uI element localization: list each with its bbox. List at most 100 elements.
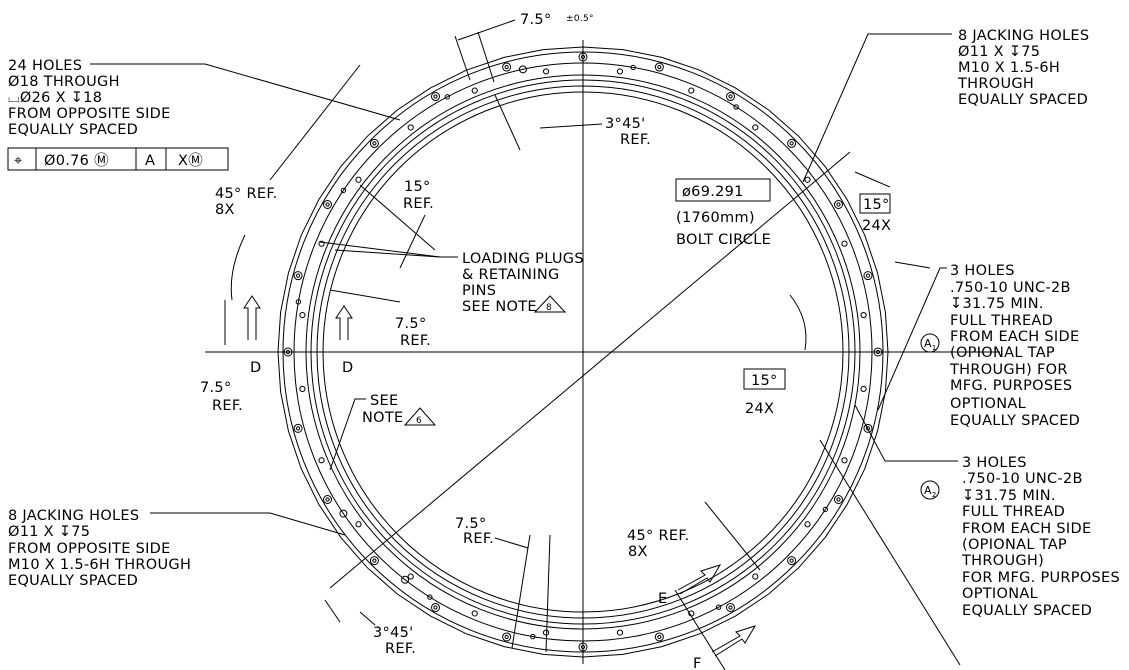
note-line: OPTIONAL <box>950 396 1026 412</box>
jacking-note: 8 JACKING HOLES Ø11 X ↧75 FROM OPPOSITE … <box>8 508 345 589</box>
angle-label: 3°45' <box>605 116 645 132</box>
diameter-line <box>330 152 850 588</box>
section-d: D D <box>225 296 353 376</box>
tolerance: ±0.5° <box>566 14 594 24</box>
note-line: OPTIONAL <box>962 586 1038 602</box>
note-line: Ø11 X ↧75 <box>958 44 1040 60</box>
note-line: LOADING PLUGS <box>462 251 584 267</box>
bolt-hole-core <box>866 274 869 277</box>
bolt-hole-core <box>505 65 508 68</box>
dimension-line <box>458 20 515 40</box>
bolt-circle-note: ø69.291 (1760mm) BOLT CIRCLE <box>676 179 771 248</box>
leader <box>150 513 345 535</box>
section-e: E <box>658 565 725 670</box>
section-f: F <box>693 440 960 670</box>
bolt-hole-core <box>373 559 376 562</box>
inner-hole <box>408 574 413 579</box>
note-line: 24 HOLES <box>8 58 82 74</box>
bolt-hole <box>324 201 332 209</box>
angle-label: REF. <box>400 333 431 349</box>
section-label: F <box>693 656 702 670</box>
bolt-hole-core <box>326 203 329 206</box>
datum-letter: A <box>924 484 932 497</box>
note-line: NOTE <box>362 410 403 426</box>
note-line: (1760mm) <box>676 210 755 226</box>
tap-note: A2 3 HOLES .750-10 UNC-2B ↧31.75 MIN. FU… <box>855 405 1120 619</box>
inner-hole <box>617 630 622 635</box>
angle-label: 15° <box>751 373 778 389</box>
bolt-hole-core <box>790 559 793 562</box>
angle-label: 8X <box>628 544 648 560</box>
bolt-hole <box>432 93 440 101</box>
section-arrow <box>678 565 720 594</box>
note-line: BOLT CIRCLE <box>676 232 771 248</box>
bolt-hole-core <box>837 498 840 501</box>
bolt-hole-core <box>434 95 437 98</box>
bolt-hole <box>294 424 302 432</box>
inner-hole <box>861 312 866 317</box>
dimension-line <box>330 290 400 302</box>
count-label: 24X <box>745 401 774 417</box>
dimension-arc <box>231 235 245 300</box>
note-line: FROM OPPOSITE SIDE <box>8 541 171 557</box>
note-line: SEE NOTE <box>462 299 537 315</box>
leader <box>478 32 494 82</box>
frame-cell: Ø0.76 Ⓜ <box>44 152 109 169</box>
bolt-hole-core <box>837 203 840 206</box>
section-label: D <box>250 360 261 376</box>
leader <box>803 34 952 182</box>
note-line: 3 HOLES <box>950 263 1015 279</box>
inner-hole <box>408 125 413 130</box>
note-line: ↧31.75 MIN. <box>962 488 1056 504</box>
inner-hole <box>472 88 477 93</box>
angle-label: REF. <box>403 196 434 212</box>
dimension-line <box>705 502 760 570</box>
bolt-hole-core <box>729 95 732 98</box>
bolt-hole-core <box>296 427 299 430</box>
bolt-hole <box>727 93 735 101</box>
angle-label: 3°45' <box>373 625 413 641</box>
inner-hole <box>617 69 622 74</box>
note-line: THROUGH) FOR <box>949 362 1068 378</box>
note-line: SEE <box>370 393 398 409</box>
note-line: 8 JACKING HOLES <box>8 508 139 524</box>
bolt-hole-core <box>434 606 437 609</box>
inner-hole <box>472 611 477 616</box>
section-label: D <box>342 360 353 376</box>
bolt-hole-core <box>658 65 661 68</box>
bolt-hole <box>788 139 796 147</box>
frame-cell: XⓂ <box>178 152 203 169</box>
tap-note: A1 3 HOLES .750-10 UNC-2B ↧31.75 MIN. FU… <box>878 263 1080 429</box>
bolt-hole-core <box>373 142 376 145</box>
note-line: 8 JACKING HOLES <box>958 28 1089 44</box>
frame-cell: A <box>145 153 155 169</box>
note-line: EQUALLY SPACED <box>958 92 1088 108</box>
angle-label: 7.5° <box>395 316 427 332</box>
note-line: .750-10 UNC-2B <box>950 280 1071 296</box>
note-line: EQUALLY SPACED <box>8 573 138 589</box>
note-line: EQUALLY SPACED <box>950 413 1080 429</box>
note-line: Ø11 X ↧75 <box>8 524 90 540</box>
leader <box>878 268 947 410</box>
note-line: ø69.291 <box>682 184 744 200</box>
inner-hole <box>805 522 810 527</box>
angle-label: REF. <box>385 641 416 657</box>
note-line: ↧31.75 MIN. <box>950 296 1044 312</box>
bolt-hole <box>788 557 796 565</box>
bolt-hole <box>432 603 440 611</box>
section-arrow <box>712 626 755 656</box>
note-line: FULL THREAD <box>962 504 1065 520</box>
angle-label: 45° REF. <box>627 528 690 544</box>
leader <box>455 36 470 80</box>
note-line: FROM EACH SIDE <box>950 329 1079 345</box>
bolt-hole <box>503 633 511 641</box>
note-line: Ø18 THROUGH <box>8 74 120 90</box>
note-line: (OPIONAL TAP <box>950 345 1055 361</box>
bolt-hole-core <box>326 498 329 501</box>
datum-letter: A <box>924 337 932 350</box>
angle-label: 15° <box>404 179 431 195</box>
note-line: PINS <box>462 283 496 299</box>
angle-label: REF. <box>212 398 243 414</box>
feature-control-frame: ⌖ Ø0.76 Ⓜ A XⓂ <box>8 148 228 170</box>
inner-hole <box>543 630 548 635</box>
